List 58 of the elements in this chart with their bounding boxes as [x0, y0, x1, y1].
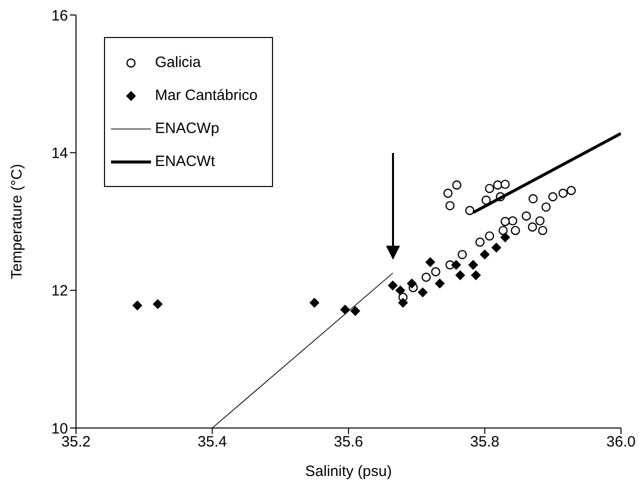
point [451, 260, 462, 270]
point [541, 202, 551, 212]
point [152, 299, 163, 310]
point [480, 250, 490, 260]
point [493, 180, 502, 190]
point [406, 278, 417, 288]
point [558, 188, 568, 198]
point [522, 211, 531, 221]
point [465, 206, 474, 216]
legend-label: Mar Cantábrico [155, 87, 258, 104]
point [458, 250, 467, 260]
y-tick-label: 16 [51, 7, 68, 24]
y-tick-label: 12 [51, 282, 68, 300]
point [422, 272, 431, 282]
point [395, 285, 406, 296]
point [482, 196, 491, 205]
point [425, 257, 436, 268]
legend-label: Galicia [155, 54, 201, 71]
point [500, 232, 510, 242]
point [475, 238, 485, 247]
x-tick-label: 36.0 [606, 434, 636, 451]
point [510, 226, 520, 236]
point [340, 304, 350, 315]
point [538, 226, 548, 236]
point [388, 280, 398, 291]
point [309, 298, 320, 308]
point [434, 278, 445, 288]
point [132, 300, 142, 310]
point [491, 242, 502, 253]
point [548, 192, 558, 202]
point [455, 270, 466, 280]
point [566, 186, 576, 196]
point [528, 194, 538, 204]
point [484, 184, 494, 194]
point [468, 260, 478, 270]
point [398, 298, 408, 308]
point [350, 306, 360, 316]
legend-label: ENACWt [155, 153, 215, 170]
x-tick-label: 35.8 [470, 434, 500, 451]
point [452, 180, 462, 190]
point [508, 216, 518, 226]
point [470, 270, 481, 280]
legend-label: ENACWp [155, 120, 220, 137]
point [528, 222, 538, 232]
point [498, 226, 508, 236]
y-tick-label: 14 [51, 144, 68, 162]
y-axis-title: Temperature (°C) [8, 164, 26, 280]
x-axis-title: Salinity (psu) [305, 463, 392, 480]
x-tick-label: 35.4 [198, 434, 227, 451]
x-tick-label: 35.6 [334, 434, 364, 451]
point [500, 180, 510, 189]
point [443, 188, 453, 198]
point [431, 267, 440, 276]
point [500, 216, 510, 226]
point [445, 201, 455, 210]
point [484, 231, 494, 241]
point [418, 287, 428, 298]
point [535, 216, 545, 226]
